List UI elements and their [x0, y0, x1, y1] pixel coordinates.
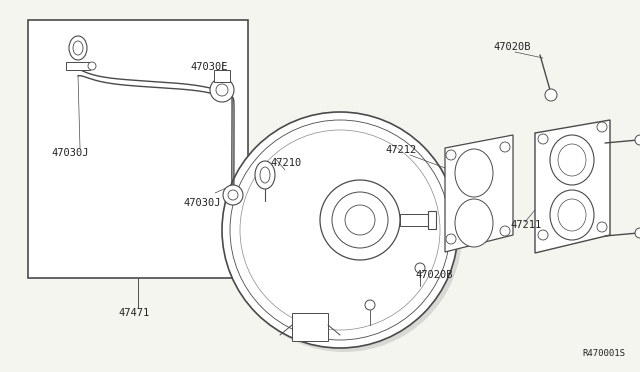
Circle shape: [446, 150, 456, 160]
Text: 47020B: 47020B: [493, 42, 531, 52]
Text: 47210: 47210: [270, 158, 301, 168]
Circle shape: [228, 190, 238, 200]
Circle shape: [635, 135, 640, 145]
Text: 47030J: 47030J: [51, 148, 88, 158]
Bar: [400, 214, 430, 226]
Circle shape: [415, 263, 425, 273]
Circle shape: [230, 120, 450, 340]
Circle shape: [88, 62, 96, 70]
Circle shape: [345, 205, 375, 235]
Ellipse shape: [73, 41, 83, 55]
Circle shape: [538, 134, 548, 144]
Circle shape: [320, 180, 400, 260]
Bar: [292, 313, 328, 341]
Circle shape: [216, 84, 228, 96]
Text: 47211: 47211: [510, 220, 541, 230]
Circle shape: [226, 116, 462, 352]
Polygon shape: [535, 120, 610, 253]
Ellipse shape: [550, 135, 594, 185]
Circle shape: [538, 230, 548, 240]
Text: 47212: 47212: [385, 145, 416, 155]
Text: 47030E: 47030E: [190, 62, 227, 72]
Circle shape: [545, 89, 557, 101]
Circle shape: [240, 130, 440, 330]
Text: 47020B: 47020B: [415, 270, 452, 280]
Bar: [66, 62, 90, 70]
Circle shape: [500, 142, 510, 152]
Text: R470001S: R470001S: [582, 349, 625, 358]
Circle shape: [223, 185, 243, 205]
Bar: [214, 70, 230, 82]
Circle shape: [597, 222, 607, 232]
Ellipse shape: [558, 199, 586, 231]
Circle shape: [446, 234, 456, 244]
Ellipse shape: [558, 144, 586, 176]
Circle shape: [635, 228, 640, 238]
Ellipse shape: [69, 36, 87, 60]
Ellipse shape: [455, 199, 493, 247]
Circle shape: [332, 192, 388, 248]
Text: 47030J: 47030J: [183, 198, 221, 208]
Bar: [28, 20, 248, 278]
Circle shape: [222, 112, 458, 348]
Text: 47471: 47471: [118, 308, 149, 318]
Ellipse shape: [255, 161, 275, 189]
Bar: [428, 211, 436, 229]
Polygon shape: [445, 135, 513, 252]
Circle shape: [500, 226, 510, 236]
Circle shape: [210, 78, 234, 102]
Ellipse shape: [550, 190, 594, 240]
Circle shape: [597, 122, 607, 132]
Ellipse shape: [260, 167, 270, 183]
Circle shape: [365, 300, 375, 310]
Ellipse shape: [455, 149, 493, 197]
